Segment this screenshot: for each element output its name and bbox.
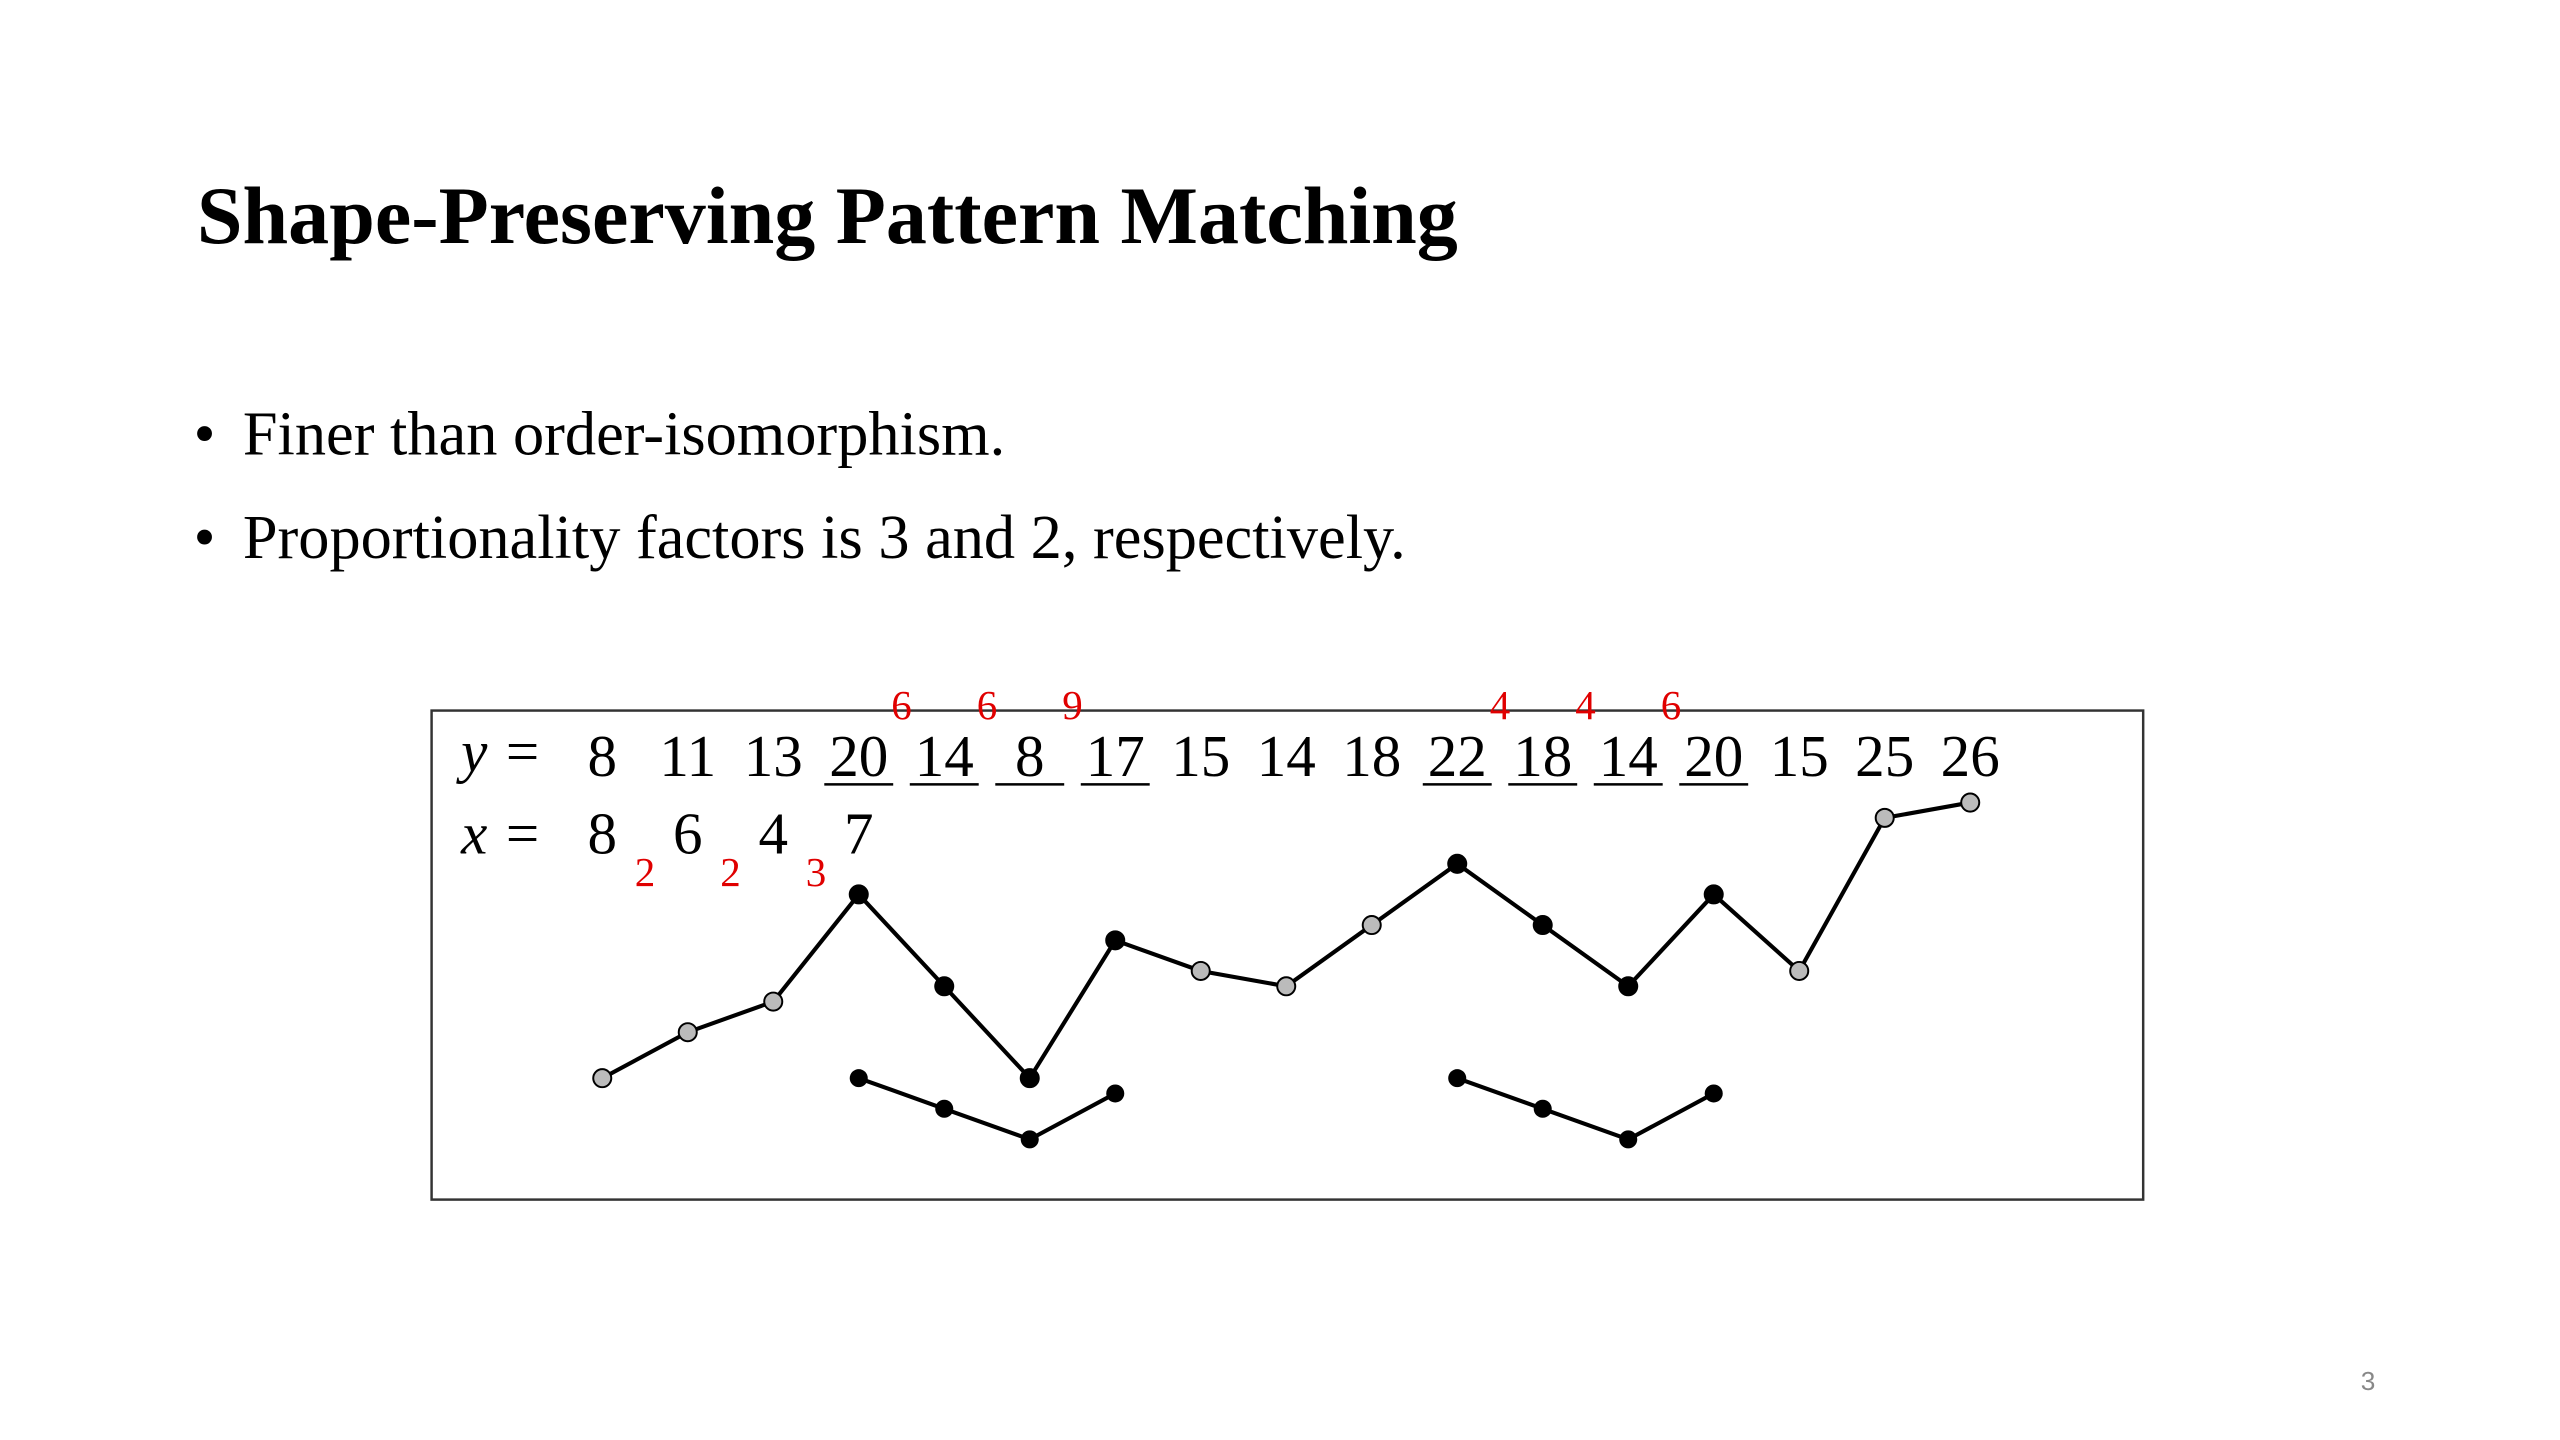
y-point bbox=[934, 976, 955, 997]
x-point bbox=[1533, 1099, 1552, 1118]
y-point bbox=[1276, 976, 1297, 997]
y-value: 20 bbox=[1684, 723, 1743, 789]
x-point bbox=[1106, 1084, 1125, 1103]
y-diff: 6 bbox=[977, 682, 998, 728]
slide-title: Shape-Preserving Pattern Matching bbox=[197, 170, 1458, 261]
bullet-text: Proportionality factors is 3 and 2, resp… bbox=[243, 503, 1406, 572]
x-point bbox=[1704, 1084, 1723, 1103]
y-value: 22 bbox=[1428, 723, 1487, 789]
y-point bbox=[1019, 1068, 1040, 1089]
x-point bbox=[935, 1099, 954, 1118]
bullet-dot: • bbox=[194, 400, 216, 469]
y-value: 11 bbox=[659, 723, 716, 789]
x-point bbox=[1020, 1130, 1039, 1149]
y-point bbox=[1105, 930, 1126, 951]
y-point bbox=[1618, 976, 1639, 997]
y-point bbox=[592, 1068, 613, 1089]
x-point bbox=[1448, 1069, 1467, 1088]
y-diff: 9 bbox=[1062, 682, 1083, 728]
y-label: y = bbox=[456, 718, 542, 784]
x-value: 4 bbox=[758, 800, 788, 866]
y-point bbox=[848, 884, 869, 905]
y-point bbox=[1190, 960, 1211, 981]
y-value: 18 bbox=[1513, 723, 1572, 789]
y-point bbox=[763, 991, 784, 1012]
y-value: 25 bbox=[1855, 723, 1914, 789]
y-point bbox=[1703, 884, 1724, 905]
x-value: 8 bbox=[587, 800, 617, 866]
y-value: 8 bbox=[1015, 723, 1045, 789]
y-diff: 6 bbox=[1661, 682, 1682, 728]
y-point bbox=[1789, 960, 1810, 981]
y-diff: 6 bbox=[891, 682, 912, 728]
x-curve bbox=[1456, 1076, 1715, 1142]
y-value: 15 bbox=[1171, 723, 1230, 789]
bullet-text: Finer than order-isomorphism. bbox=[243, 400, 1005, 469]
y-value: 18 bbox=[1342, 723, 1401, 789]
x-label: x = bbox=[460, 800, 542, 866]
x-value: 6 bbox=[673, 800, 703, 866]
y-point bbox=[1960, 792, 1981, 813]
y-value: 26 bbox=[1941, 723, 2000, 789]
y-point bbox=[1532, 915, 1553, 936]
y-diff: 4 bbox=[1490, 682, 1511, 728]
y-value: 14 bbox=[915, 723, 974, 789]
y-diff: 4 bbox=[1575, 682, 1596, 728]
y-value: 17 bbox=[1086, 723, 1145, 789]
bullet-dot: • bbox=[194, 503, 216, 572]
y-point bbox=[1361, 915, 1382, 936]
y-value: 20 bbox=[829, 723, 888, 789]
x-curve bbox=[858, 1076, 1117, 1142]
y-value: 14 bbox=[1257, 723, 1316, 789]
y-point bbox=[1874, 807, 1895, 828]
figure-frame bbox=[430, 709, 2145, 1201]
y-value: 15 bbox=[1770, 723, 1829, 789]
x-point bbox=[1619, 1130, 1638, 1149]
y-value: 13 bbox=[744, 723, 803, 789]
y-point bbox=[1447, 853, 1468, 874]
x-point bbox=[849, 1069, 868, 1088]
x-value: 7 bbox=[844, 800, 874, 866]
y-point bbox=[677, 1022, 698, 1043]
x-diff: 2 bbox=[635, 849, 656, 895]
y-value: 14 bbox=[1599, 723, 1658, 789]
y-curve bbox=[601, 800, 1971, 1082]
y-value: 8 bbox=[587, 723, 617, 789]
x-diff: 2 bbox=[720, 849, 741, 895]
page-number: 3 bbox=[2361, 1366, 2376, 1396]
x-diff: 3 bbox=[806, 849, 827, 895]
